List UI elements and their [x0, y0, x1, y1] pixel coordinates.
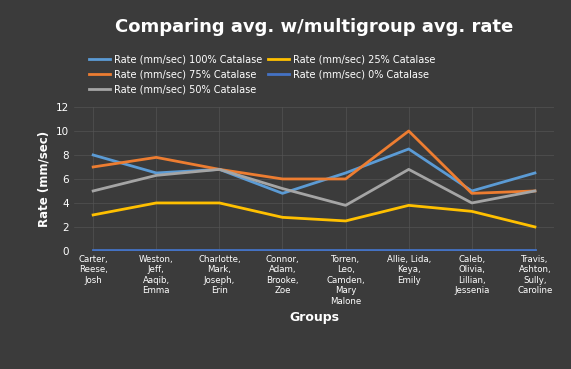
- Rate (mm/sec) 0% Catalase: [279, 248, 286, 252]
- Rate (mm/sec) 75% Catalase: [279, 177, 286, 181]
- Rate (mm/sec) 50% Catalase: [153, 173, 160, 177]
- Rate (mm/sec) 0% Catalase: [153, 248, 160, 252]
- Rate (mm/sec) 75% Catalase: [153, 155, 160, 159]
- Rate (mm/sec) 75% Catalase: [405, 129, 412, 133]
- Rate (mm/sec) 75% Catalase: [216, 167, 223, 172]
- Rate (mm/sec) 0% Catalase: [405, 248, 412, 252]
- Legend: Rate (mm/sec) 100% Catalase, Rate (mm/sec) 75% Catalase, Rate (mm/sec) 50% Catal: Rate (mm/sec) 100% Catalase, Rate (mm/se…: [89, 55, 436, 94]
- Rate (mm/sec) 50% Catalase: [532, 189, 538, 193]
- Rate (mm/sec) 50% Catalase: [216, 167, 223, 172]
- Rate (mm/sec) 25% Catalase: [90, 213, 96, 217]
- Rate (mm/sec) 100% Catalase: [532, 171, 538, 175]
- Rate (mm/sec) 100% Catalase: [216, 167, 223, 172]
- Rate (mm/sec) 75% Catalase: [342, 177, 349, 181]
- Rate (mm/sec) 75% Catalase: [468, 191, 475, 196]
- Rate (mm/sec) 0% Catalase: [342, 248, 349, 252]
- Line: Rate (mm/sec) 50% Catalase: Rate (mm/sec) 50% Catalase: [93, 169, 535, 205]
- Rate (mm/sec) 75% Catalase: [532, 189, 538, 193]
- Rate (mm/sec) 25% Catalase: [216, 201, 223, 205]
- Rate (mm/sec) 100% Catalase: [468, 189, 475, 193]
- Rate (mm/sec) 25% Catalase: [532, 225, 538, 229]
- Rate (mm/sec) 50% Catalase: [405, 167, 412, 172]
- Line: Rate (mm/sec) 100% Catalase: Rate (mm/sec) 100% Catalase: [93, 149, 535, 193]
- Rate (mm/sec) 50% Catalase: [342, 203, 349, 207]
- Rate (mm/sec) 25% Catalase: [405, 203, 412, 207]
- Rate (mm/sec) 0% Catalase: [532, 248, 538, 252]
- Rate (mm/sec) 100% Catalase: [90, 153, 96, 157]
- Rate (mm/sec) 100% Catalase: [153, 171, 160, 175]
- Rate (mm/sec) 25% Catalase: [468, 209, 475, 214]
- Y-axis label: Rate (mm/sec): Rate (mm/sec): [38, 131, 51, 227]
- Rate (mm/sec) 50% Catalase: [90, 189, 96, 193]
- Rate (mm/sec) 75% Catalase: [90, 165, 96, 169]
- Rate (mm/sec) 100% Catalase: [342, 171, 349, 175]
- Text: Comparing avg. w/multigroup avg. rate: Comparing avg. w/multigroup avg. rate: [115, 18, 513, 36]
- Rate (mm/sec) 0% Catalase: [90, 248, 96, 252]
- Rate (mm/sec) 25% Catalase: [342, 219, 349, 223]
- Rate (mm/sec) 50% Catalase: [468, 201, 475, 205]
- Rate (mm/sec) 0% Catalase: [468, 248, 475, 252]
- Rate (mm/sec) 0% Catalase: [216, 248, 223, 252]
- Rate (mm/sec) 25% Catalase: [279, 215, 286, 220]
- Rate (mm/sec) 50% Catalase: [279, 186, 286, 191]
- Rate (mm/sec) 100% Catalase: [279, 191, 286, 196]
- Line: Rate (mm/sec) 75% Catalase: Rate (mm/sec) 75% Catalase: [93, 131, 535, 193]
- Rate (mm/sec) 25% Catalase: [153, 201, 160, 205]
- X-axis label: Groups: Groups: [289, 311, 339, 324]
- Rate (mm/sec) 100% Catalase: [405, 147, 412, 151]
- Line: Rate (mm/sec) 25% Catalase: Rate (mm/sec) 25% Catalase: [93, 203, 535, 227]
